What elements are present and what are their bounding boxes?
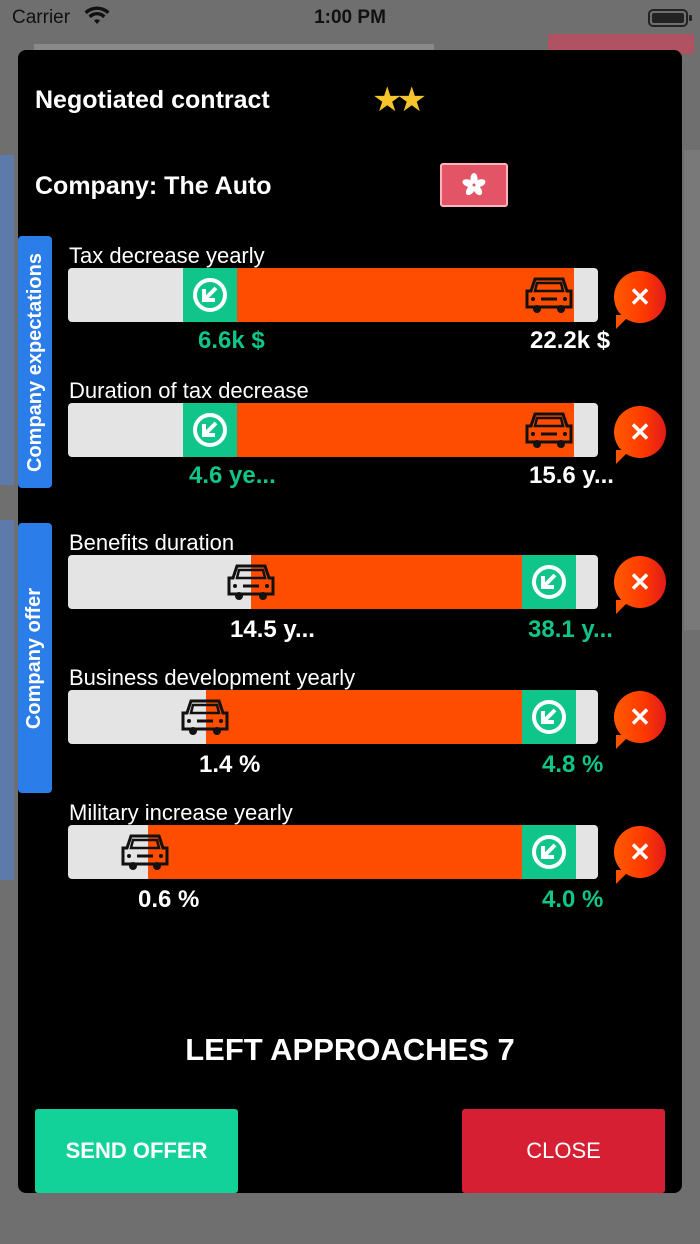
background-strip-left-2 — [0, 520, 14, 880]
background-strip-left — [0, 155, 14, 485]
metric-target-value: 4.0 % — [542, 886, 604, 913]
carrier-label: Carrier — [12, 7, 71, 28]
metric-current-value: 14.5 y... — [230, 616, 315, 643]
remove-metric-button[interactable]: ✕ — [614, 271, 666, 323]
remove-metric-button[interactable]: ✕ — [614, 406, 666, 458]
close-icon: ✕ — [629, 282, 651, 312]
car-icon[interactable] — [522, 270, 576, 320]
tab-company-offer-label: Company offer — [23, 587, 46, 729]
status-bar: Carrier 1:00 PM — [0, 0, 700, 36]
clock: 1:00 PM — [314, 7, 386, 28]
metric-current-value: 22.2k $ — [530, 327, 611, 354]
wifi-icon — [84, 6, 110, 32]
metric-current-value: 0.6 % — [138, 886, 200, 913]
background-strip-right — [684, 150, 700, 630]
car-icon[interactable] — [118, 827, 172, 877]
car-icon[interactable] — [224, 557, 278, 607]
rating-stars: ★★ — [372, 81, 427, 119]
left-approaches-counter: LEFT APPROACHES 7 — [185, 1032, 515, 1067]
metric-label-benefits-duration: Benefits duration — [69, 530, 235, 555]
modal-title: Negotiated contract — [35, 86, 270, 114]
metric-target-value: 4.8 % — [542, 751, 604, 778]
send-offer-button[interactable]: SEND OFFER — [35, 1109, 238, 1193]
metric-label-business-development: Business development yearly — [69, 665, 356, 690]
tab-company-expectations[interactable]: Company expectations — [18, 236, 52, 488]
slider-business-development[interactable] — [68, 690, 598, 744]
slider-fill — [251, 555, 576, 609]
car-icon[interactable] — [522, 405, 576, 455]
close-icon: ✕ — [629, 702, 651, 732]
remove-metric-button[interactable]: ✕ — [614, 691, 666, 743]
metric-target-value: 4.6 ye... — [189, 462, 276, 489]
close-icon: ✕ — [629, 417, 651, 447]
remove-metric-button[interactable]: ✕ — [614, 556, 666, 608]
slider-fill — [206, 690, 576, 744]
slider-benefits-duration[interactable] — [68, 555, 598, 609]
slider-fill — [234, 268, 574, 322]
slider-military-increase[interactable] — [68, 825, 598, 879]
metric-target-value: 6.6k $ — [198, 327, 265, 354]
target-marker-icon[interactable] — [522, 555, 576, 609]
slider-fill — [234, 403, 574, 457]
target-marker-icon[interactable] — [183, 268, 237, 322]
metric-label-tax-decrease: Tax decrease yearly — [69, 243, 265, 268]
hong-kong-flag-icon — [440, 163, 508, 207]
remove-metric-button[interactable]: ✕ — [614, 826, 666, 878]
metric-label-duration-tax: Duration of tax decrease — [69, 378, 309, 403]
slider-tax-decrease[interactable] — [68, 268, 598, 322]
tab-company-expectations-label: Company expectations — [23, 252, 46, 472]
metric-current-value: 1.4 % — [199, 751, 261, 778]
company-name: Company: The Auto — [35, 172, 272, 200]
target-marker-icon[interactable] — [522, 825, 576, 879]
car-icon[interactable] — [178, 692, 232, 742]
close-icon: ✕ — [629, 567, 651, 597]
slider-duration-tax[interactable] — [68, 403, 598, 457]
metric-label-military-increase: Military increase yearly — [69, 800, 293, 825]
target-marker-icon[interactable] — [522, 690, 576, 744]
tab-company-offer[interactable]: Company offer — [18, 523, 52, 793]
contract-modal: Negotiated contract ★★ Company: The Auto… — [18, 50, 682, 1193]
slider-fill — [148, 825, 576, 879]
close-button[interactable]: CLOSE — [462, 1109, 665, 1193]
background-button — [548, 34, 694, 54]
target-marker-icon[interactable] — [183, 403, 237, 457]
metric-target-value: 38.1 y... — [528, 616, 613, 643]
battery-icon — [648, 9, 692, 27]
close-icon: ✕ — [629, 837, 651, 867]
metric-current-value: 15.6 y... — [529, 462, 614, 489]
